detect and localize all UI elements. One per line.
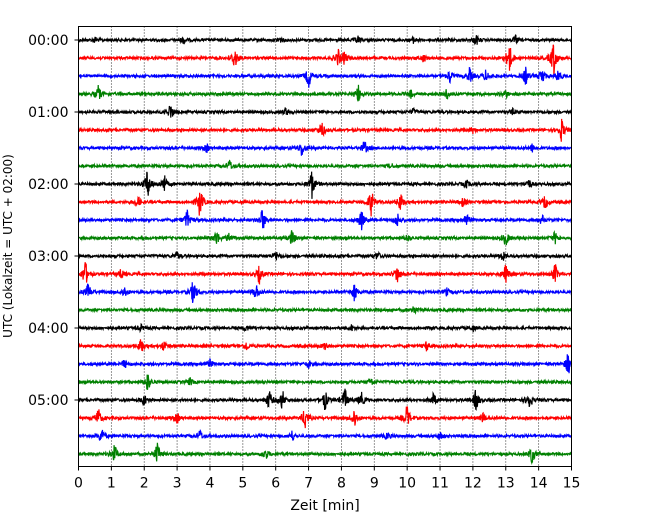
x-tick-label: 3 xyxy=(173,476,182,492)
x-tick-label: 6 xyxy=(271,476,280,492)
trace-0130-blue xyxy=(77,141,573,156)
trace-0230-blue xyxy=(78,209,573,231)
trace-0100-black xyxy=(77,105,573,118)
x-tick-label: 13 xyxy=(497,476,515,492)
trace-0515-red xyxy=(77,406,572,429)
y-tick-label: 03:00 xyxy=(28,249,68,265)
x-axis-label: Zeit [min] xyxy=(290,498,359,514)
trace-0015-red xyxy=(77,44,572,77)
y-tick-label: 05:00 xyxy=(28,393,68,409)
trace-0300-black xyxy=(77,250,573,261)
trace-0045-green xyxy=(77,84,572,102)
x-tick-label: 12 xyxy=(464,476,482,492)
trace-0030-blue xyxy=(78,66,573,88)
trace-0330-blue xyxy=(78,282,573,303)
trace-0400-black xyxy=(78,322,572,334)
trace-0215-red xyxy=(77,192,573,217)
x-tick-label: 8 xyxy=(337,476,346,492)
trace-0000-black xyxy=(77,34,572,46)
x-tick-label: 9 xyxy=(370,476,379,492)
trace-0200-black xyxy=(77,171,573,199)
y-axis-label: UTC (Lokalzeit = UTC + 02:00) xyxy=(1,154,15,338)
grid-lines xyxy=(110,26,540,467)
y-tick-label: 00:00 xyxy=(28,33,68,49)
trace-0445-green xyxy=(78,374,573,390)
trace-0415-red xyxy=(77,339,572,352)
x-tick-label: 0 xyxy=(74,476,83,492)
y-tick-label: 01:00 xyxy=(28,105,68,121)
trace-0315-red xyxy=(77,261,573,285)
x-tick-label: 14 xyxy=(530,476,548,492)
trace-group xyxy=(77,34,573,466)
trace-0500-black xyxy=(77,388,573,411)
trace-0115-red xyxy=(77,118,572,142)
x-axis: 0 1 2 3 4 5 6 7 8 9 10 11 12 13 14 15 xyxy=(74,466,581,492)
trace-0145-green xyxy=(77,159,573,170)
plot-frame xyxy=(78,26,572,467)
trace-0530-blue xyxy=(77,429,573,441)
x-tick-label: 1 xyxy=(107,476,116,492)
x-tick-label: 7 xyxy=(304,476,313,492)
trace-0345-green xyxy=(77,306,573,315)
x-tick-label: 15 xyxy=(563,476,581,492)
x-tick-label: 11 xyxy=(431,476,449,492)
trace-0545-green xyxy=(77,442,573,466)
y-axis: 00:00 01:00 02:00 03:00 04:00 05:00 xyxy=(28,33,79,409)
x-tick-label: 10 xyxy=(398,476,416,492)
y-tick-label: 02:00 xyxy=(28,177,68,193)
x-tick-label: 4 xyxy=(206,476,215,492)
x-tick-label: 2 xyxy=(140,476,149,492)
trace-0245-green xyxy=(77,229,573,246)
x-tick-label: 5 xyxy=(238,476,247,492)
y-tick-label: 04:00 xyxy=(28,321,68,337)
trace-0430-blue xyxy=(77,354,573,374)
